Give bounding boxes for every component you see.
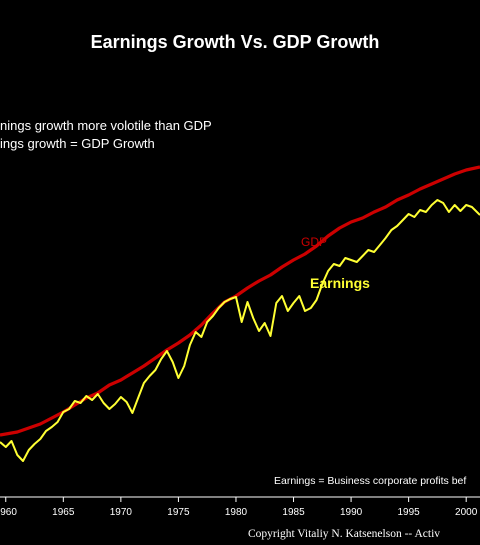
- copyright-text: Copyright Vitaliy N. Katsenelson -- Acti…: [248, 528, 440, 540]
- x-tick-label: 1970: [110, 507, 133, 518]
- earnings-series-label: Earnings: [310, 275, 370, 291]
- x-tick-label: 1995: [398, 507, 421, 518]
- x-tick-label: 1960: [0, 507, 17, 518]
- x-tick-label: 1990: [340, 507, 363, 518]
- x-axis-ticks: 1960 1965 1970 1975 1980 1985 1990 1995 2000: [0, 497, 478, 518]
- chart-title: Earnings Growth Vs. GDP Growth: [91, 32, 380, 52]
- x-tick-label: 2000: [455, 507, 478, 518]
- note-line-1: nings growth more volotile than GDP: [0, 118, 212, 133]
- x-tick-label: 1980: [225, 507, 248, 518]
- gdp-series-label: GDP: [301, 235, 327, 249]
- x-tick-label: 1965: [52, 507, 75, 518]
- series-line-earnings: [0, 199, 480, 462]
- series-layer: [0, 165, 480, 462]
- x-tick-label: 1975: [167, 507, 190, 518]
- footnote: Earnings = Business corporate profits be…: [274, 475, 466, 487]
- x-tick-label: 1985: [282, 507, 305, 518]
- note-line-2: ings growth = GDP Growth: [0, 136, 155, 151]
